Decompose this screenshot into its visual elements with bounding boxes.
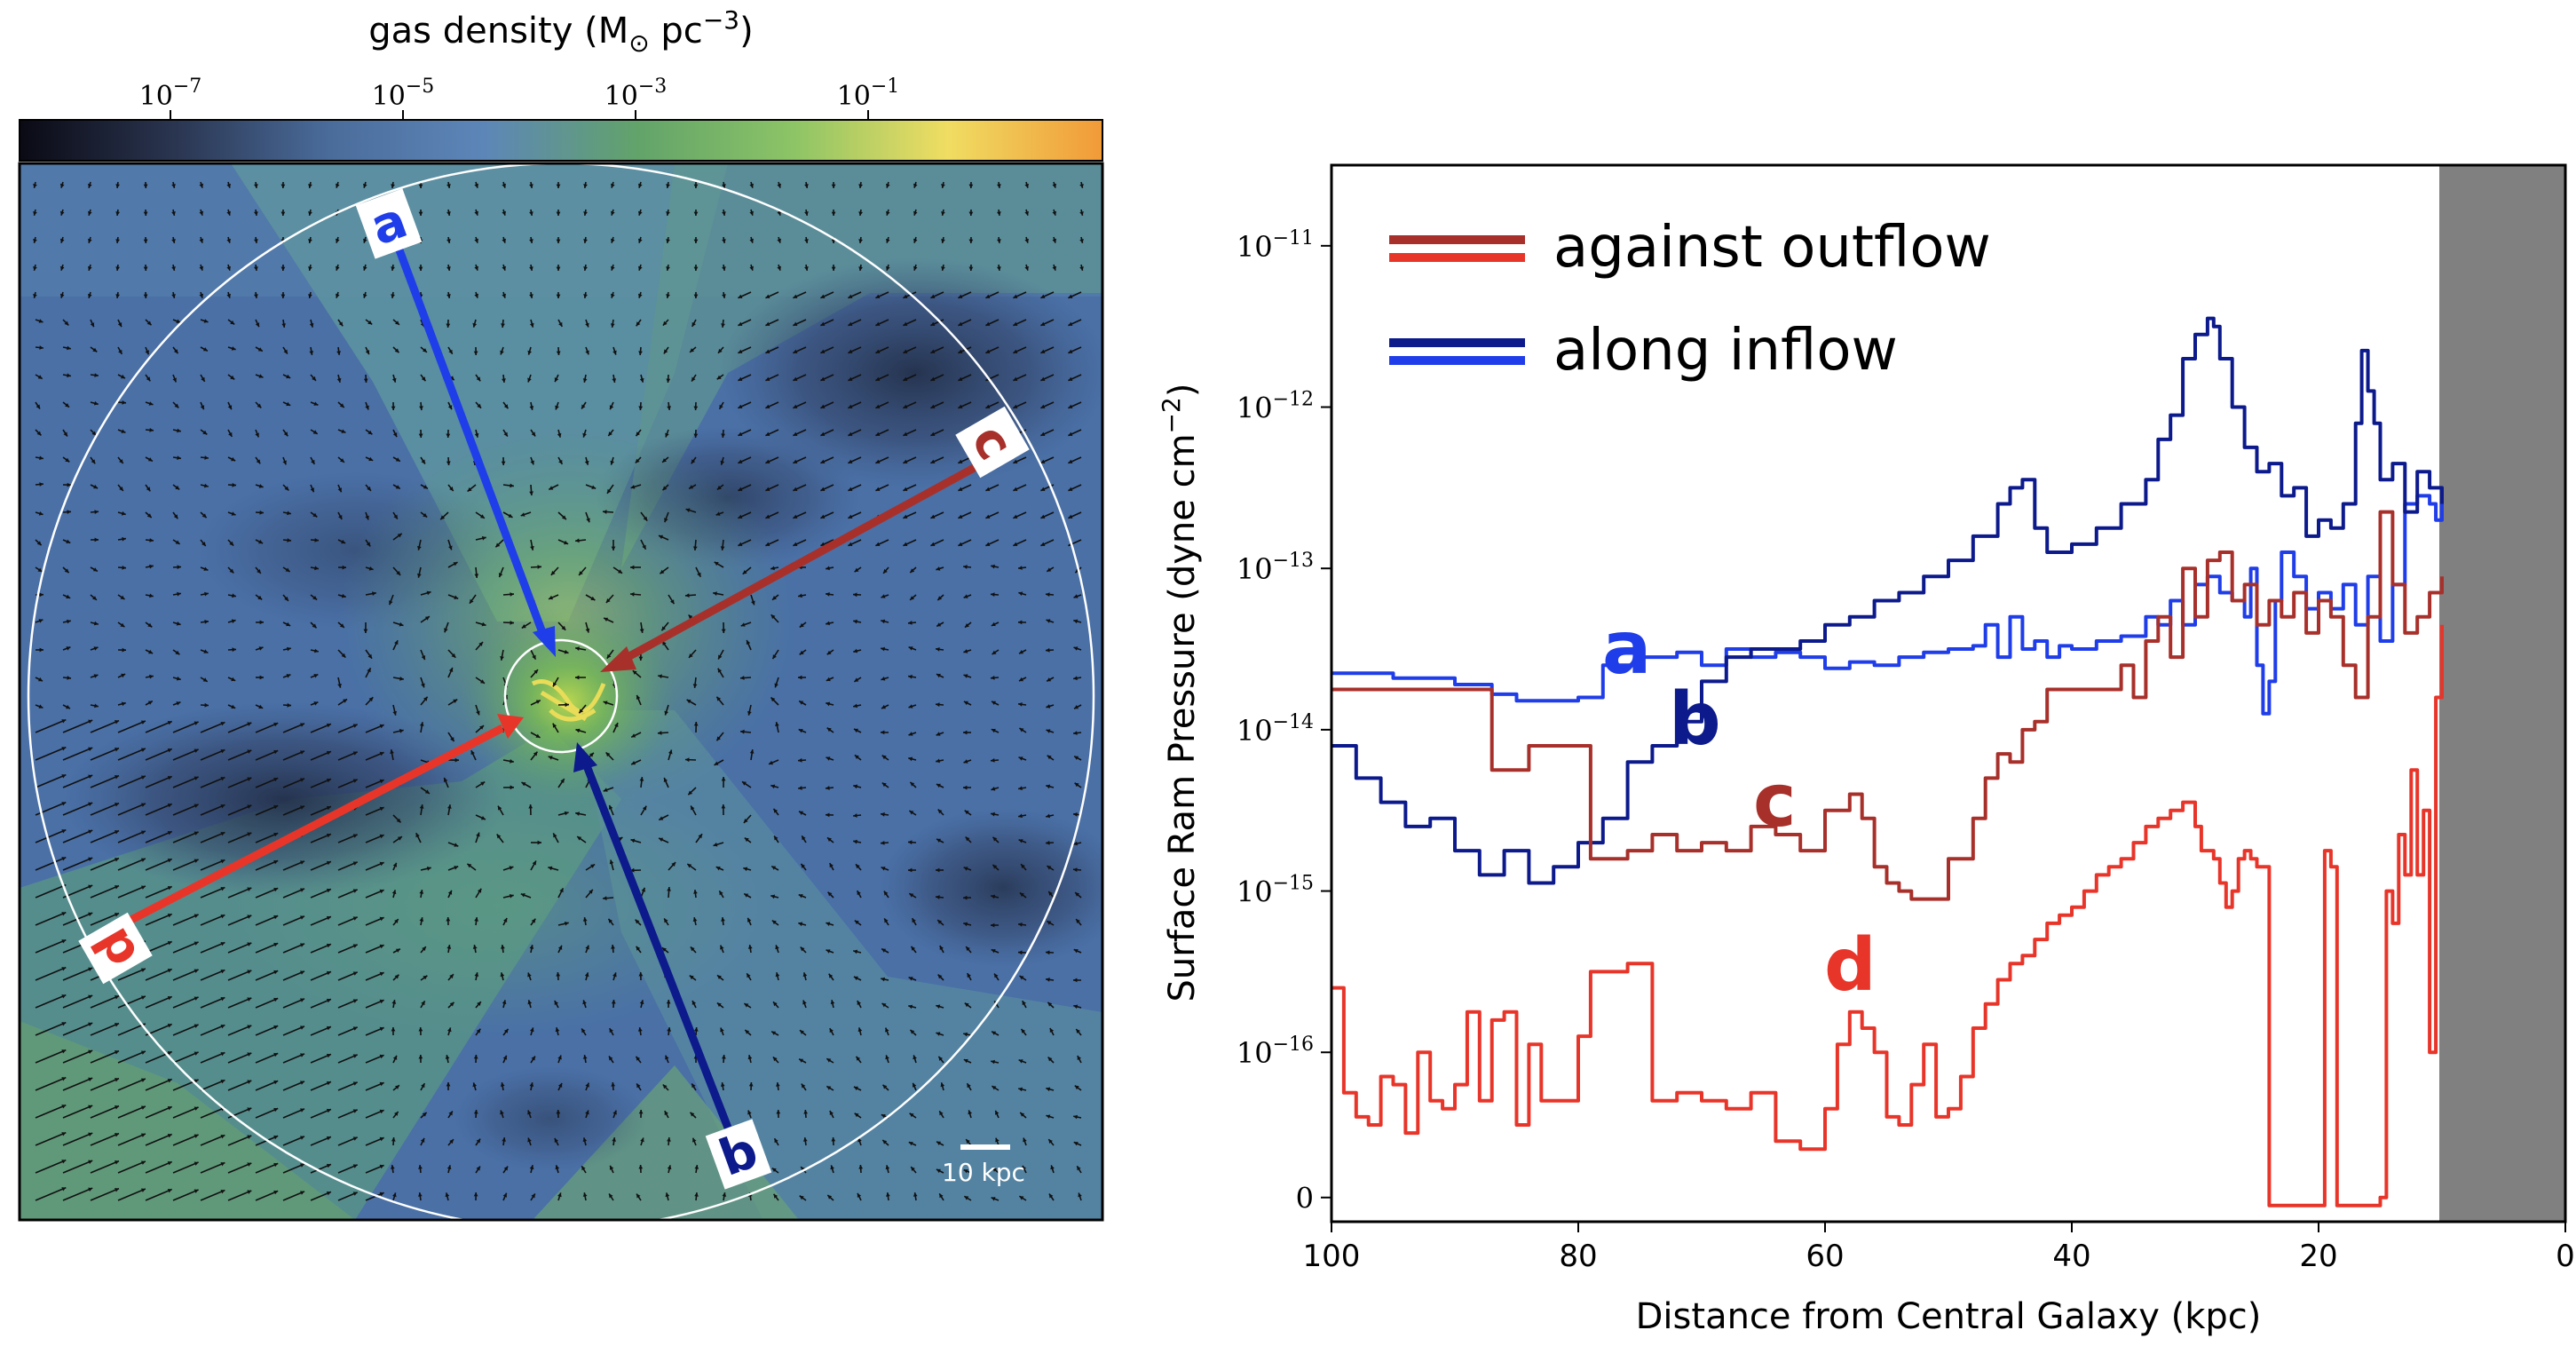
sightline-b-arrow	[581, 762, 732, 1129]
sightline-d-arrow	[122, 725, 505, 927]
plot-frame	[1330, 163, 2567, 1223]
x-tick-label: 40	[2052, 1239, 2090, 1274]
series-labels: a b c d	[1602, 606, 1877, 1008]
series-label-a: a	[1602, 606, 1651, 691]
series-label-c: c	[1753, 759, 1797, 843]
sightline-d-head	[497, 714, 524, 739]
y-tick-label: 10−14	[1237, 711, 1314, 748]
sightline-d-tag	[78, 912, 153, 985]
sightline-a-tag	[355, 188, 423, 259]
colorbar-tick-label: 10−3	[604, 75, 668, 112]
y-axis-label: Surface Ram Pressure (dyne cm−2)	[1157, 384, 1203, 1002]
shaded-inner-region	[2439, 165, 2565, 1222]
sightline-c-arrow	[619, 458, 988, 664]
y-tick-label: 10−15	[1237, 873, 1314, 909]
virial-radius-circle	[27, 163, 1095, 1220]
x-tick-label: 60	[1806, 1239, 1844, 1274]
x-tick-label: 100	[1303, 1239, 1361, 1274]
sightline-c-tag	[955, 406, 1030, 479]
series-line-d	[1331, 624, 2444, 1208]
sightline-a-head	[533, 626, 556, 657]
y-axis: 10−11 10−12 10−13 10−14 10−15 10−16 0	[1237, 227, 1331, 1215]
sightline-c: c	[600, 406, 1030, 672]
x-tick-label: 0	[2556, 1239, 2575, 1274]
scale-bar-label: 10 kpc	[942, 1158, 1025, 1187]
y-tick-label: 0	[1296, 1182, 1314, 1215]
y-tick-label: 10−13	[1237, 550, 1314, 586]
x-axis: 100 80 60 40 20 0	[1303, 1222, 2575, 1274]
colorbar: gas density (M⊙ pc−3) 10−7 10−5 10−3 10−1	[19, 5, 1103, 162]
series-line-a	[1331, 494, 2444, 716]
colorbar-tick-label: 10−1	[837, 75, 900, 112]
scale-bar: 10 kpc	[942, 1144, 1025, 1187]
x-tick-label: 20	[2299, 1239, 2337, 1274]
x-axis-label: Distance from Central Galaxy (kpc)	[1636, 1296, 2262, 1337]
colorbar-tick-label: 10−7	[139, 75, 202, 112]
colorbar-bar	[19, 119, 1103, 162]
y-tick-label: 10−11	[1237, 227, 1314, 264]
colorbar-label: gas density (M⊙ pc−3)	[368, 5, 753, 58]
map-frame	[18, 162, 1104, 1222]
y-tick-label: 10−16	[1237, 1033, 1314, 1070]
sightline-a-arrow	[386, 225, 548, 637]
y-tick-label: 10−12	[1237, 389, 1314, 425]
legend: against outflow along inflow	[1389, 215, 1991, 384]
colorbar-tick-label: 10−5	[372, 75, 435, 112]
sightline-d: d	[78, 714, 524, 985]
sightline-b-head	[573, 742, 597, 772]
sightline-b-tag	[705, 1119, 772, 1190]
sightline-b: b	[573, 742, 772, 1190]
sightline-a: a	[355, 188, 556, 657]
series-label-b: b	[1669, 677, 1721, 762]
x-tick-label: 80	[1559, 1239, 1597, 1274]
colorbar-ticks: 10−7 10−5 10−3 10−1	[139, 75, 900, 120]
ram-pressure-chart: 100 80 60 40 20 0 10−1110−1210−1310−1410−1510…	[1157, 163, 2575, 1337]
series-lines	[1331, 316, 2444, 1208]
sightline-c-head	[600, 646, 636, 672]
series-label-d: d	[1824, 923, 1877, 1008]
velocity-arrows	[33, 181, 1084, 1201]
density-map: a b c d 10 kpc	[18, 162, 1104, 1222]
galaxy-radius-circle	[503, 638, 619, 754]
series-line-c	[1331, 510, 2444, 901]
legend-against-outflow: against outflow	[1553, 215, 1991, 281]
central-galaxy	[531, 679, 606, 722]
legend-along-inflow: along inflow	[1553, 318, 1898, 384]
